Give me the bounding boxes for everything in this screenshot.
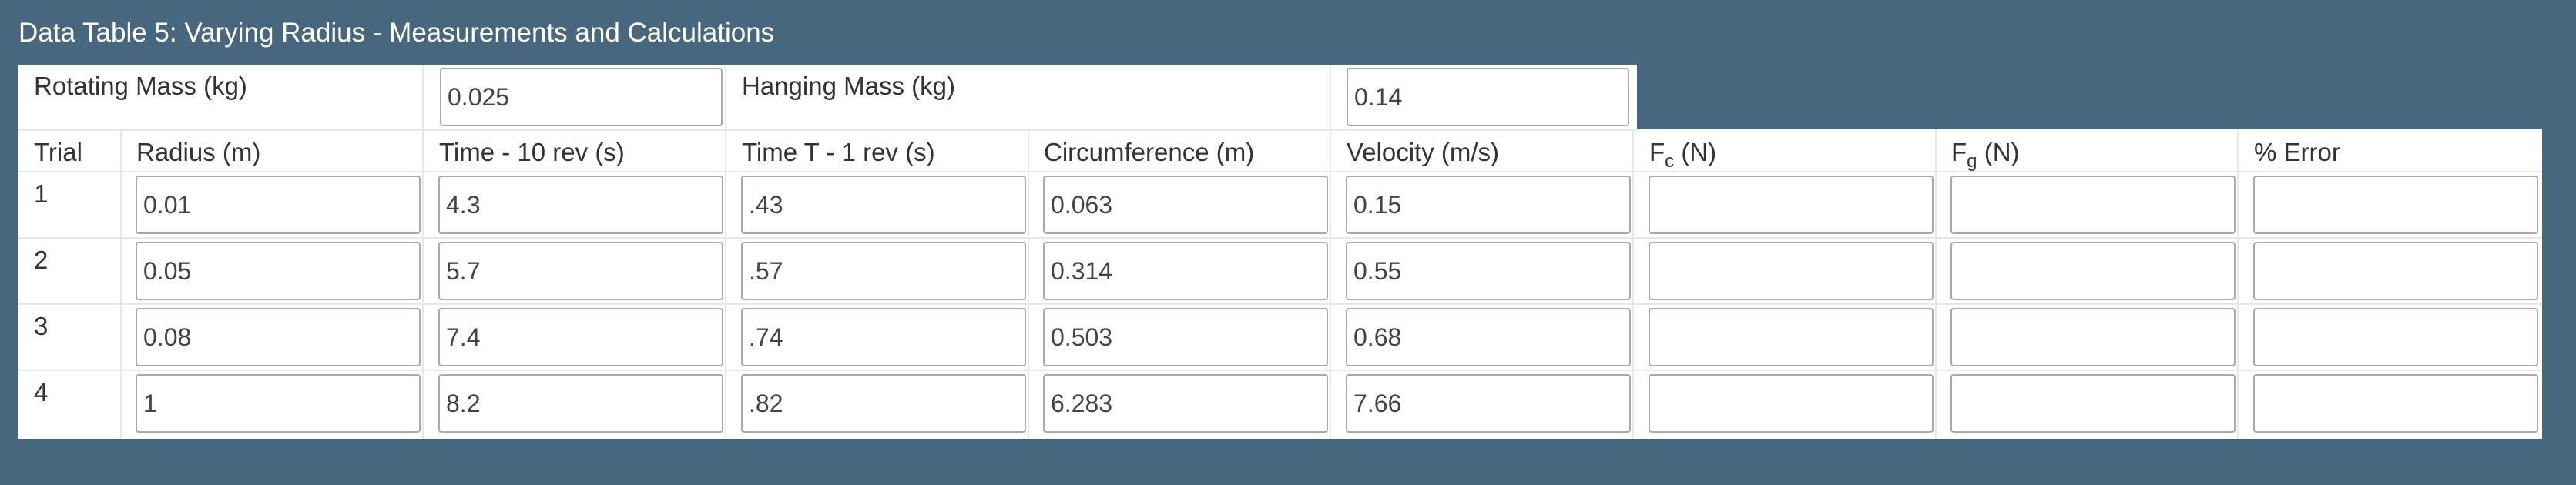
table-caption: Data Table 5: Varying Radius - Measureme…: [18, 18, 775, 48]
fc-input[interactable]: [1649, 242, 1934, 300]
time-10-rev-input[interactable]: [438, 242, 723, 300]
column-divider: [1028, 129, 1029, 439]
row-divider: [18, 129, 1637, 131]
column-divider: [2237, 129, 2239, 439]
column-divider: [1330, 65, 1331, 439]
column-divider: [1935, 129, 1937, 439]
rotating-mass-input[interactable]: [440, 68, 723, 126]
header-gravitational-force: Fg (N): [1951, 137, 2020, 172]
fc-input[interactable]: [1649, 308, 1934, 366]
velocity-input[interactable]: [1346, 308, 1631, 366]
time-1-rev-input[interactable]: [741, 242, 1026, 300]
header-time-1-rev: Time T - 1 rev (s): [742, 138, 935, 166]
percent-error-input[interactable]: [2253, 374, 2538, 433]
row-divider: [18, 171, 2542, 172]
header-velocity: Velocity (m/s): [1347, 138, 1500, 166]
radius-input[interactable]: [136, 242, 421, 300]
circumference-input[interactable]: [1043, 308, 1328, 366]
time-1-rev-input[interactable]: [741, 308, 1026, 366]
column-divider: [725, 65, 726, 439]
data-table: Rotating Mass (kg) Hanging Mass (kg) Tri…: [18, 65, 2542, 439]
circumference-input[interactable]: [1043, 374, 1328, 433]
row-divider: [18, 237, 2542, 239]
time-10-rev-input[interactable]: [438, 308, 723, 366]
velocity-input[interactable]: [1346, 374, 1631, 433]
fg-input[interactable]: [1950, 176, 2236, 234]
header-circumference: Circumference (m): [1044, 138, 1255, 166]
radius-input[interactable]: [136, 308, 421, 366]
column-divider: [422, 65, 424, 439]
column-divider: [1632, 129, 1634, 439]
header-trial: Trial: [34, 138, 82, 166]
percent-error-input[interactable]: [2253, 242, 2538, 300]
fc-input[interactable]: [1649, 176, 1934, 234]
velocity-input[interactable]: [1346, 242, 1631, 300]
header-time-10-rev: Time - 10 rev (s): [439, 138, 625, 166]
time-10-rev-input[interactable]: [438, 176, 723, 234]
time-1-rev-input[interactable]: [741, 176, 1026, 234]
hanging-mass-label: Hanging Mass (kg): [742, 72, 955, 100]
percent-error-input[interactable]: [2253, 176, 2538, 234]
column-divider: [120, 129, 122, 439]
trial-number: 4: [34, 378, 49, 406]
header-centripetal-force: Fc (N): [1649, 137, 1717, 172]
fc-subscript: c: [1665, 151, 1675, 172]
fg-input[interactable]: [1950, 374, 2236, 433]
row-divider: [18, 370, 2542, 371]
header-percent-error: % Error: [2254, 138, 2340, 166]
velocity-input[interactable]: [1346, 176, 1631, 234]
percent-error-input[interactable]: [2253, 308, 2538, 366]
trial-number: 3: [34, 312, 49, 340]
radius-input[interactable]: [136, 374, 421, 433]
circumference-input[interactable]: [1043, 242, 1328, 300]
fg-symbol: F: [1951, 138, 1967, 166]
circumference-input[interactable]: [1043, 176, 1328, 234]
fg-subscript: g: [1967, 151, 1977, 172]
rotating-mass-label: Rotating Mass (kg): [34, 72, 247, 100]
radius-input[interactable]: [136, 176, 421, 234]
hanging-mass-input[interactable]: [1347, 68, 1629, 126]
header-radius: Radius (m): [136, 138, 261, 166]
time-10-rev-input[interactable]: [438, 374, 723, 433]
fc-symbol: F: [1649, 138, 1665, 166]
fg-input[interactable]: [1950, 308, 2236, 366]
row-divider: [18, 303, 2542, 305]
time-1-rev-input[interactable]: [741, 374, 1026, 433]
trial-number: 2: [34, 246, 49, 274]
fg-unit: (N): [1977, 138, 2020, 166]
trial-number: 1: [34, 179, 49, 208]
fc-unit: (N): [1674, 138, 1717, 166]
fg-input[interactable]: [1950, 242, 2236, 300]
fc-input[interactable]: [1649, 374, 1934, 433]
